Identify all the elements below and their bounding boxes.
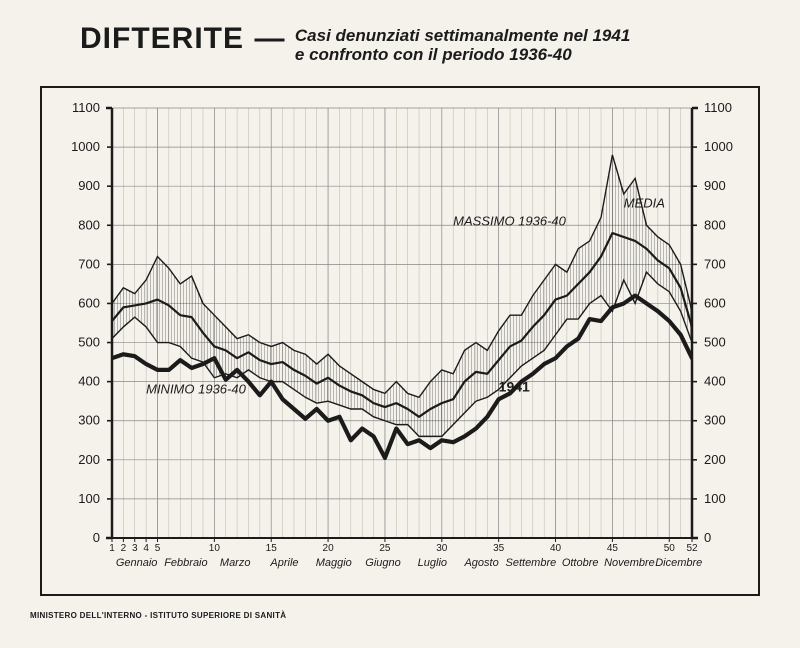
svg-text:Luglio: Luglio xyxy=(418,557,447,569)
svg-text:MASSIMO 1936-40: MASSIMO 1936-40 xyxy=(453,213,566,228)
svg-text:15: 15 xyxy=(266,543,278,554)
svg-text:Marzo: Marzo xyxy=(220,557,251,569)
chart-frame: 0 0 100 100 200 200 300 300 400 400 500 500 600 600 70… xyxy=(40,86,760,596)
svg-text:Febbraio: Febbraio xyxy=(164,557,207,569)
svg-text:MEDIA: MEDIA xyxy=(624,196,665,211)
svg-text:1: 1 xyxy=(109,543,115,554)
svg-text:700: 700 xyxy=(78,256,100,271)
svg-text:100: 100 xyxy=(78,491,100,506)
svg-text:700: 700 xyxy=(704,256,726,271)
svg-text:40: 40 xyxy=(550,543,562,554)
svg-text:Dicembre: Dicembre xyxy=(655,557,702,569)
svg-text:Ottobre: Ottobre xyxy=(562,557,599,569)
svg-text:MINIMO 1936-40: MINIMO 1936-40 xyxy=(146,381,246,396)
svg-text:Agosto: Agosto xyxy=(463,557,498,569)
svg-text:1000: 1000 xyxy=(71,139,100,154)
svg-text:400: 400 xyxy=(704,374,726,389)
svg-text:50: 50 xyxy=(664,543,676,554)
svg-text:Giugno: Giugno xyxy=(365,557,400,569)
svg-text:600: 600 xyxy=(704,295,726,310)
svg-text:900: 900 xyxy=(78,178,100,193)
svg-text:1000: 1000 xyxy=(704,139,733,154)
svg-text:300: 300 xyxy=(78,413,100,428)
svg-text:Gennaio: Gennaio xyxy=(116,557,158,569)
title-dash: — xyxy=(248,22,290,56)
svg-text:25: 25 xyxy=(379,543,391,554)
svg-text:800: 800 xyxy=(78,217,100,232)
svg-text:500: 500 xyxy=(78,335,100,350)
svg-text:200: 200 xyxy=(78,452,100,467)
svg-text:0: 0 xyxy=(704,530,711,545)
svg-text:20: 20 xyxy=(323,543,335,554)
svg-text:45: 45 xyxy=(607,543,619,554)
subtitle-line-1: Casi denunziati settimanalmente nel 1941 xyxy=(295,26,630,45)
subtitle-line-2: e confronto con il periodo 1936-40 xyxy=(295,45,572,64)
title-block: DIFTERITE — Casi denunziati settimanalme… xyxy=(80,22,720,64)
page-root: DIFTERITE — Casi denunziati settimanalme… xyxy=(0,0,800,648)
svg-text:200: 200 xyxy=(704,452,726,467)
svg-text:35: 35 xyxy=(493,543,505,554)
svg-text:2: 2 xyxy=(121,543,127,554)
svg-text:30: 30 xyxy=(436,543,448,554)
difterite-chart: 0 0 100 100 200 200 300 300 400 400 500 500 600 600 70… xyxy=(42,88,762,598)
svg-text:300: 300 xyxy=(704,413,726,428)
svg-text:900: 900 xyxy=(704,178,726,193)
svg-text:400: 400 xyxy=(78,374,100,389)
svg-text:Settembre: Settembre xyxy=(506,557,557,569)
svg-text:1941: 1941 xyxy=(499,378,530,394)
svg-text:Aprile: Aprile xyxy=(269,557,298,569)
chart-title-main: DIFTERITE xyxy=(80,22,244,56)
svg-text:800: 800 xyxy=(704,217,726,232)
svg-text:10: 10 xyxy=(209,543,221,554)
footer-credit: MINISTERO DELL'INTERNO - ISTITUTO SUPERI… xyxy=(30,611,286,620)
svg-text:Novembre: Novembre xyxy=(604,557,655,569)
chart-subtitle: Casi denunziati settimanalmente nel 1941… xyxy=(295,22,630,64)
svg-text:3: 3 xyxy=(132,543,138,554)
svg-text:52: 52 xyxy=(686,543,698,554)
svg-text:600: 600 xyxy=(78,295,100,310)
svg-text:Maggio: Maggio xyxy=(316,557,352,569)
svg-text:4: 4 xyxy=(143,543,149,554)
svg-text:500: 500 xyxy=(704,335,726,350)
svg-text:0: 0 xyxy=(93,530,100,545)
svg-text:5: 5 xyxy=(155,543,161,554)
svg-text:1100: 1100 xyxy=(72,100,100,115)
svg-text:100: 100 xyxy=(704,491,726,506)
svg-text:1100: 1100 xyxy=(704,100,732,115)
